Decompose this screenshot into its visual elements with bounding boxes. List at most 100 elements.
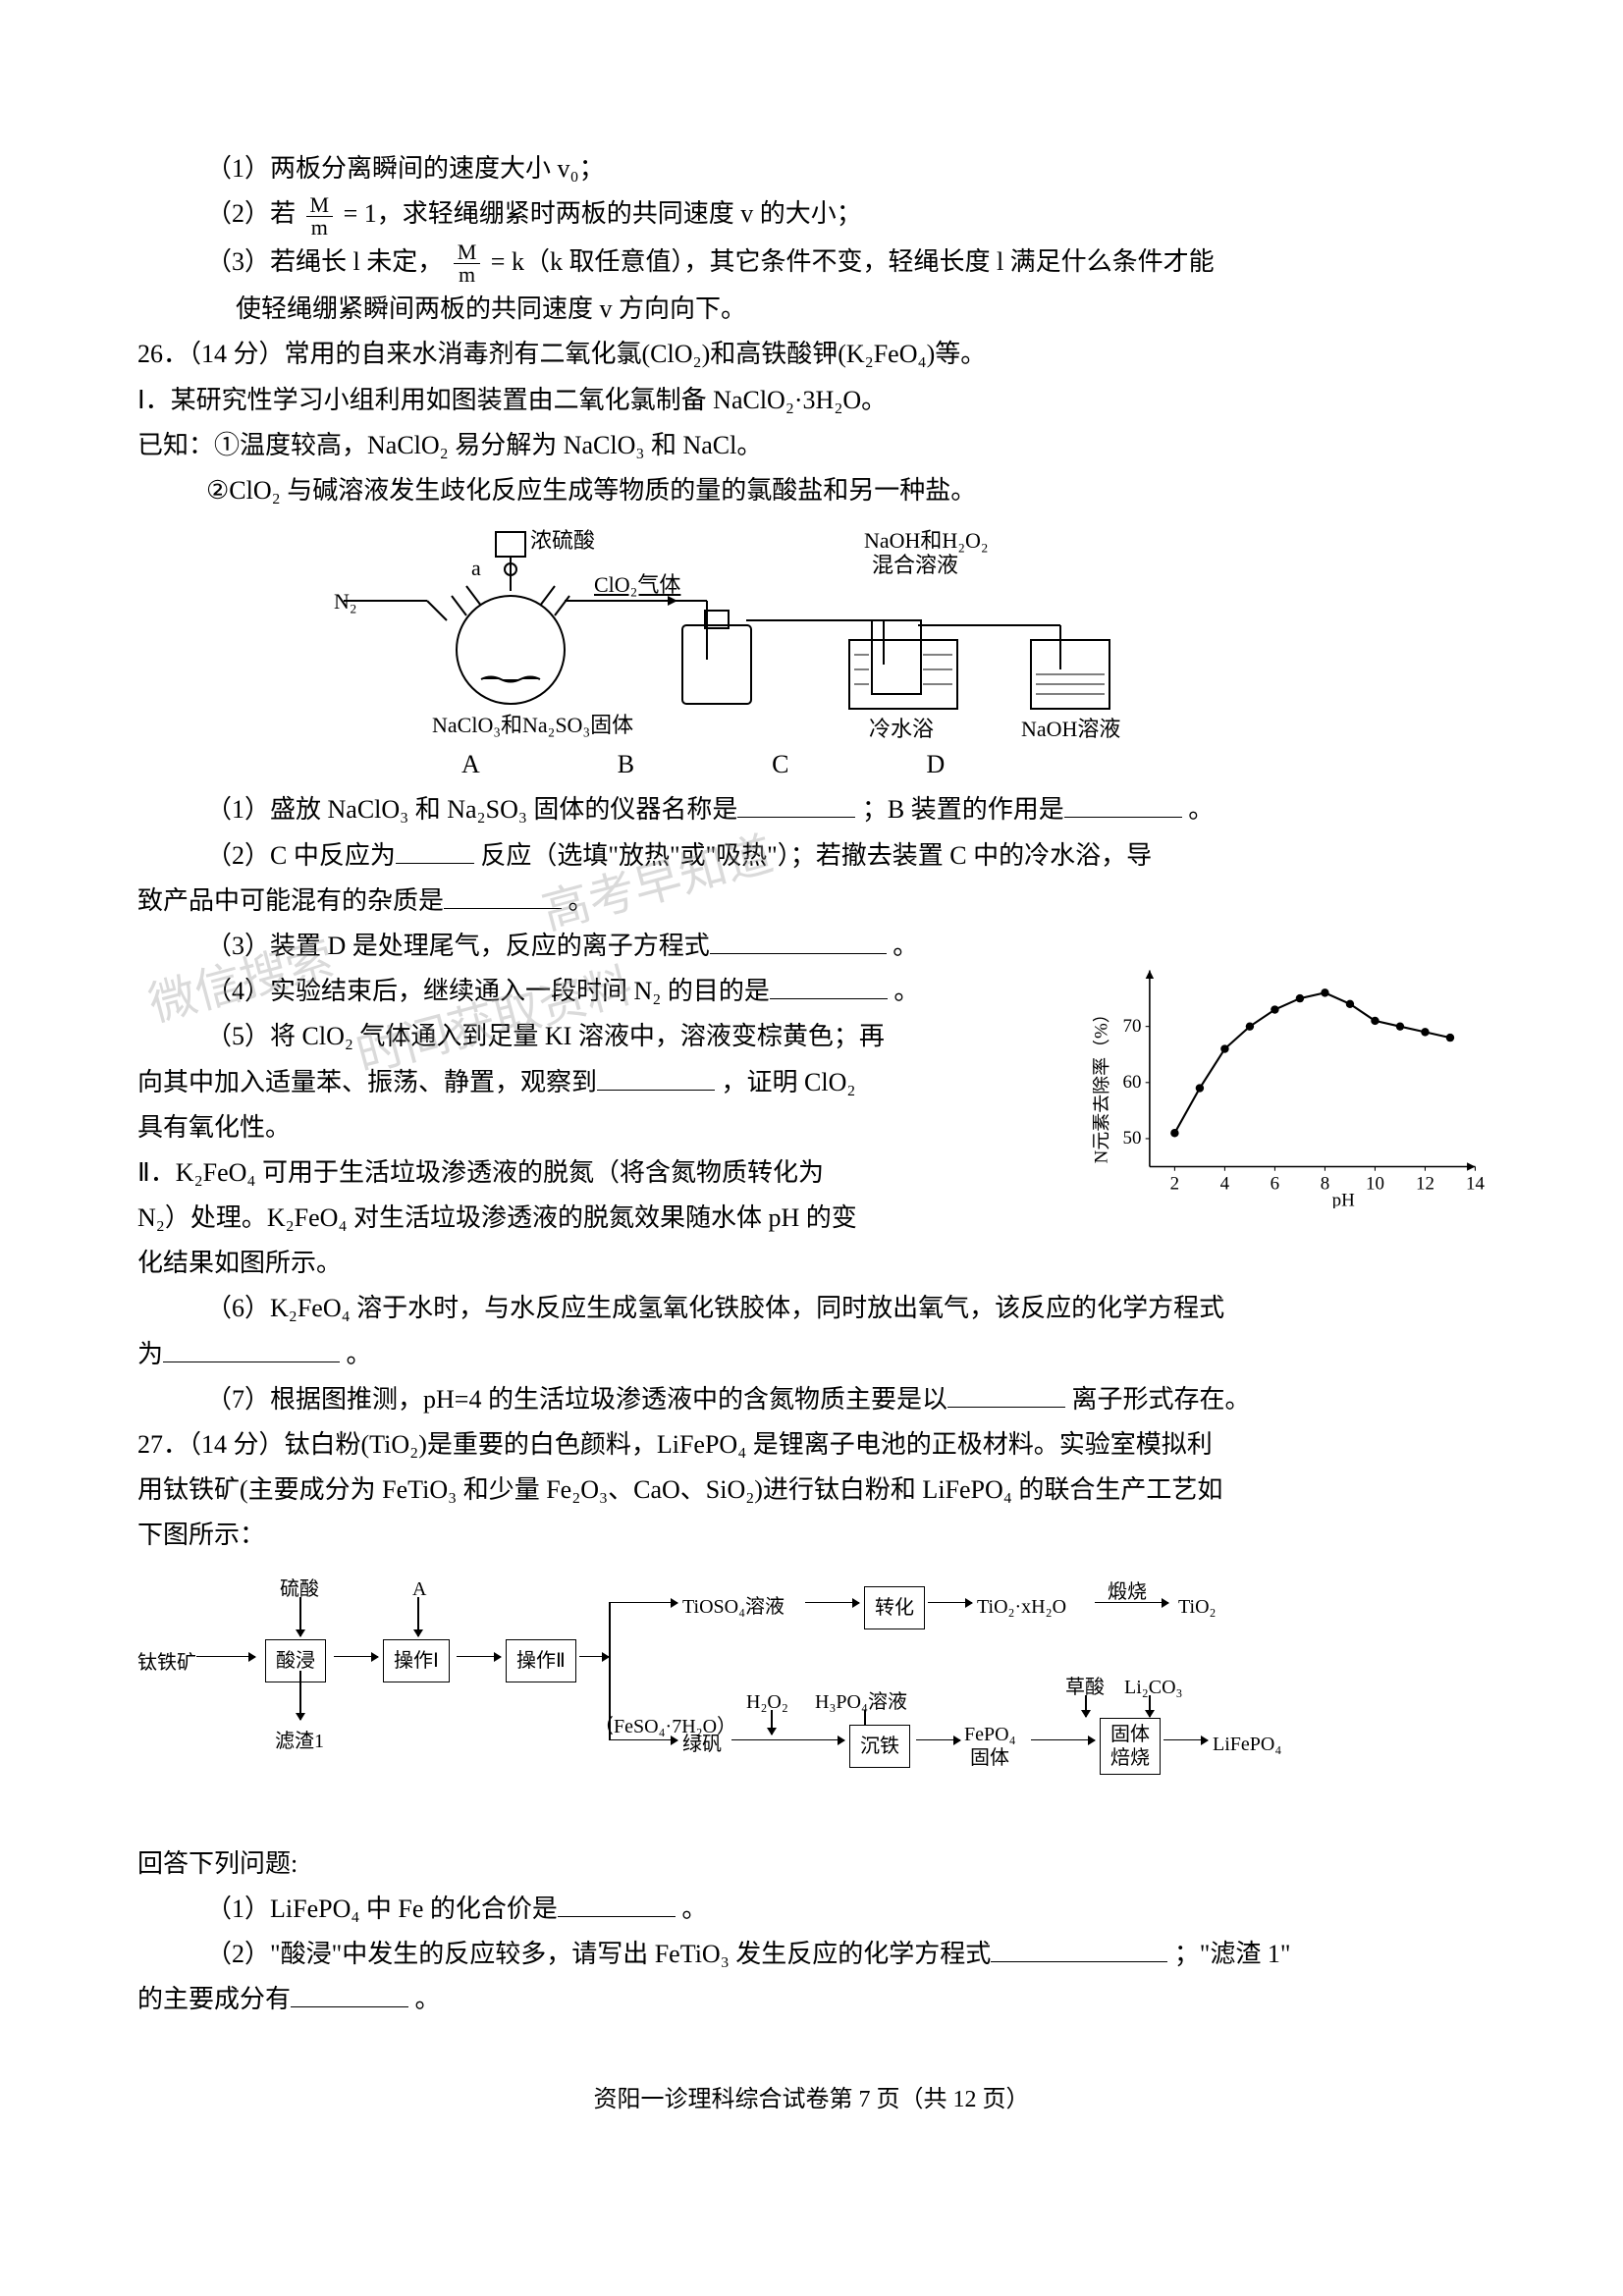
q27-header-c: 下图所示： xyxy=(137,1514,1486,1557)
q25-sub2-pre: （2）若 xyxy=(206,199,302,228)
svg-text:60: 60 xyxy=(1123,1072,1142,1093)
svg-text:N元素去除率（%）: N元素去除率（%） xyxy=(1093,1004,1112,1163)
fl-tio2: TiO₂ xyxy=(1178,1590,1217,1624)
blank xyxy=(710,934,887,954)
q26-sub3-a: （3）装置 D 是处理尾气，反应的离子方程式 xyxy=(206,932,710,960)
blank xyxy=(770,980,888,999)
arrow xyxy=(1031,1739,1095,1741)
q27-sub1-a: （1）LiFePO₄ 中 Fe 的化合价是 xyxy=(206,1895,558,1923)
q26-sub2: （2）C 中反应为 反应（选填"放热"或"吸热"）；若撤去装置 C 中的冷水浴，… xyxy=(137,834,1486,878)
arrow xyxy=(299,1597,301,1636)
q26-sub6: （6）K₂FeO₄ 溶于水时，与水反应生成氢氧化铁胶体，同时放出氧气，该反应的化… xyxy=(137,1287,1486,1330)
page-footer: 资阳一诊理科综合试卷第 7 页（共 12 页） xyxy=(137,2080,1486,2120)
fl-fepo4-solid: 固体 xyxy=(970,1741,1009,1775)
fb-precip-fe: 沉铁 xyxy=(849,1725,910,1768)
q27-header-b: 用钛铁矿(主要成分为 FeTiO₃ 和少量 Fe₂O₃、CaO、SiO₂)进行钛… xyxy=(137,1468,1486,1512)
q26-sub4-a: （4）实验结束后，继续通入一段时间 N₂ 的目的是 xyxy=(206,977,770,1005)
q26-sub7-b: 离子形式存在。 xyxy=(1071,1385,1250,1414)
q26-sub4-b: 。 xyxy=(893,977,919,1005)
blank xyxy=(291,1988,408,2007)
q25-sub3: （3）若绳长 l 未定， M m = k（k 取任意值），其它条件不变，轻绳长度… xyxy=(137,240,1486,287)
q27-sub2: （2）"酸浸"中发生的反应较多，请写出 FeTiO₃ 发生反应的化学方程式 ；"… xyxy=(137,1933,1486,1976)
q26-sub5-l2: 向其中加入适量苯、振荡、静置，观察到 ，证明 ClO₂ xyxy=(137,1061,1060,1104)
q26-sub2-c: 致产品中可能混有的杂质是 xyxy=(137,886,444,915)
q27-header-a: 27．（14 分）钛白粉(TiO₂)是重要的白色颜料，LiFePO₄ 是锂离子电… xyxy=(137,1423,1486,1467)
arrow xyxy=(1163,1739,1208,1741)
q26-header: 26．（14 分）常用的自来水消毒剂有二氧化氯(ClO₂)和高铁酸钾(K₂FeO… xyxy=(137,333,1486,376)
flowchart: 硫酸 A 钛铁矿 酸浸 操作Ⅰ 操作Ⅱ 滤渣1 TiOSO₄溶液 转化 TiO₂… xyxy=(137,1573,1483,1828)
fl-solid-roast2: 焙烧 xyxy=(1110,1747,1150,1769)
svg-text:10: 10 xyxy=(1366,1174,1384,1195)
apparatus-diagram: N₂ a 浓硫酸 ClO₂气体 NaClO₃和Na₂SO₃固体 NaOH和H₂O… xyxy=(334,522,1414,738)
blank xyxy=(947,1388,1065,1408)
fl-li2co3: Li₂CO₃ xyxy=(1124,1671,1183,1704)
fb-convert: 转化 xyxy=(864,1586,925,1629)
arrow xyxy=(1085,1695,1087,1717)
svg-text:50: 50 xyxy=(1123,1128,1142,1148)
arrow xyxy=(609,1602,677,1604)
blank xyxy=(396,844,474,864)
q26-sub7-a: （7）根据图推测，pH=4 的生活垃圾渗透液中的含氮物质主要是以 xyxy=(206,1385,947,1414)
fraction-Mm1: M m xyxy=(306,194,334,239)
ph-chart: 5060702468101214N元素去除率（%）pH xyxy=(1093,960,1486,1208)
fl-titanite: 钛铁矿 xyxy=(137,1646,196,1680)
q26-sub6-c: 。 xyxy=(347,1340,372,1368)
arrow xyxy=(457,1656,501,1658)
blank xyxy=(444,889,562,909)
fl-tioso4: TiOSO₄溶液 xyxy=(682,1590,784,1624)
q26-sub2-a: （2）C 中反应为 xyxy=(206,841,396,870)
fl-green-vitriol: 绿矾 xyxy=(682,1728,722,1761)
arrow xyxy=(928,1602,972,1604)
svg-text:2: 2 xyxy=(1170,1174,1179,1195)
fl-h2o2: H₂O₂ xyxy=(746,1685,788,1719)
arrow xyxy=(731,1739,844,1741)
label-naoh-sol: NaOH溶液 xyxy=(1021,711,1120,747)
svg-text:14: 14 xyxy=(1466,1174,1485,1195)
q27-sub2-c: 的主要成分有 xyxy=(137,1985,291,2013)
ph-chart-container: 5060702468101214N元素去除率（%）pH xyxy=(1093,960,1486,1222)
label-clo2-gas: ClO₂气体 xyxy=(594,566,680,603)
fl-A: A xyxy=(412,1573,426,1606)
blank xyxy=(558,1897,676,1917)
q27-answer-header: 回答下列问题: xyxy=(137,1842,1486,1886)
fl-solid-roast1: 固体 xyxy=(1110,1724,1150,1745)
abcd-labels: ABCD xyxy=(137,743,1486,786)
q26-sub5-l1: （5）将 ClO₂ 气体通入到足量 KI 溶液中，溶液变棕黄色；再 xyxy=(137,1015,1060,1058)
arrow xyxy=(417,1597,419,1636)
q26-sub1-a: （1）盛放 NaClO₃ 和 Na₂SO₃ 固体的仪器名称是 xyxy=(206,795,737,824)
fb-op2: 操作Ⅱ xyxy=(506,1639,576,1682)
q26-sub6b: 为 。 xyxy=(137,1333,1486,1376)
fl-lifepo4: LiFePO₄ xyxy=(1213,1728,1281,1761)
q26-sub2-d: 。 xyxy=(568,886,594,915)
q26-part1: Ⅰ．某研究性学习小组利用如图装置由二氧化氯制备 NaClO₂·3H₂O。 xyxy=(137,379,1486,422)
label-mix-sol: 混合溶液 xyxy=(872,547,958,583)
svg-text:pH: pH xyxy=(1332,1191,1355,1208)
q27-sub1-b: 。 xyxy=(681,1895,707,1923)
q26-sub4: （4）实验结束后，继续通入一段时间 N₂ 的目的是 。 xyxy=(137,970,1060,1013)
svg-text:6: 6 xyxy=(1271,1174,1279,1195)
q26-part2-b: N₂）处理。K₂FeO₄ 对生活垃圾渗透液的脱氮效果随水体 pH 的变 xyxy=(137,1197,1060,1240)
arrow xyxy=(334,1656,378,1658)
q27-sub2-cont: 的主要成分有 。 xyxy=(137,1978,1486,2021)
label-cold-bath: 冷水浴 xyxy=(869,711,934,747)
q25-sub2: （2）若 M m = 1，求轻绳绷紧时两板的共同速度 v 的大小； xyxy=(137,192,1486,239)
q27-sub2-b: ；"滤渣 1" xyxy=(1174,1940,1291,1968)
frac-den2: m xyxy=(454,264,481,286)
blank xyxy=(597,1071,715,1091)
q26-sub1-b: ；B 装置的作用是 xyxy=(862,795,1064,824)
q26-sub5-l3: 具有氧化性。 xyxy=(137,1106,1060,1149)
text-with-chart: （4）实验结束后，继续通入一段时间 N₂ 的目的是 。 （5）将 ClO₂ 气体… xyxy=(137,970,1486,1285)
q25-sub1: （1）两板分离瞬间的速度大小 v₀； xyxy=(137,147,1486,190)
arrow xyxy=(299,1671,301,1720)
fl-residue1: 滤渣1 xyxy=(275,1725,324,1758)
blank xyxy=(737,798,855,818)
label-solid: NaClO₃和Na₂SO₃固体 xyxy=(432,707,633,743)
blank xyxy=(163,1343,340,1362)
line xyxy=(579,1656,609,1658)
arrow xyxy=(916,1739,960,1741)
q26-sub1-c: 。 xyxy=(1188,795,1214,824)
q26-part2-a: Ⅱ．K₂FeO₄ 可用于生活垃圾渗透液的脱氮（将含氮物质转化为 xyxy=(137,1151,1060,1195)
label-a: a xyxy=(471,550,481,586)
q26-sub5-c: ，证明 ClO₂ xyxy=(722,1068,856,1096)
label-D: D xyxy=(926,750,1082,778)
